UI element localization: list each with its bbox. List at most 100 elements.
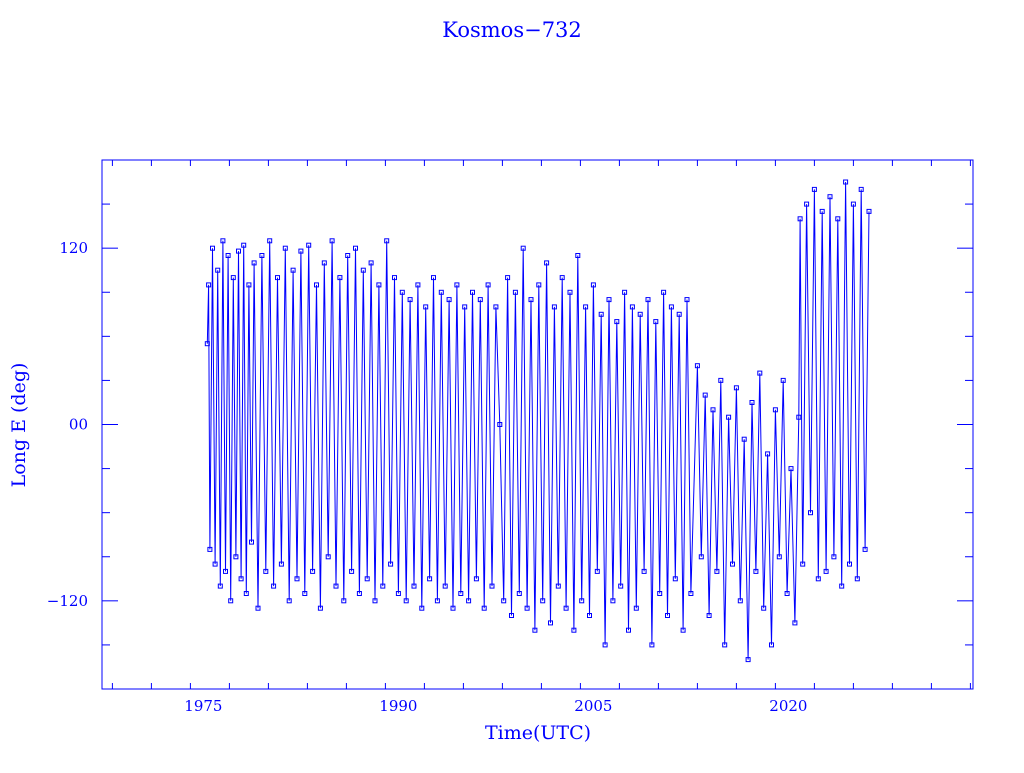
data-point: [251, 260, 257, 266]
data-point: [559, 275, 565, 281]
data-point: [532, 627, 538, 633]
data-point: [329, 238, 335, 244]
data-point: [684, 297, 690, 303]
data-point: [286, 598, 292, 604]
data-point: [862, 546, 868, 552]
data-point: [645, 297, 651, 303]
data-point: [835, 216, 841, 222]
data-point: [819, 208, 825, 214]
data-point: [769, 642, 774, 648]
data-point: [626, 627, 631, 633]
data-point: [815, 576, 821, 582]
data-point: [249, 539, 254, 545]
data-point: [477, 297, 483, 303]
data-point: [337, 275, 343, 281]
data-point: [622, 289, 628, 295]
data-point: [606, 297, 612, 303]
data-point: [843, 179, 849, 185]
data-point: [520, 245, 526, 251]
data-point: [702, 392, 708, 398]
data-point: [349, 568, 355, 574]
data-point: [741, 436, 747, 442]
data-point: [470, 289, 475, 295]
data-point: [259, 253, 265, 258]
data-point: [356, 591, 362, 596]
data-point: [792, 620, 798, 626]
x-axis-label: Time(UTC): [485, 722, 591, 744]
data-point: [372, 598, 378, 604]
data-point: [228, 598, 234, 604]
y-tick-label: −120: [47, 592, 88, 610]
data-point: [706, 613, 712, 618]
data-point: [230, 275, 236, 281]
data-point: [536, 282, 542, 288]
data-point: [718, 377, 724, 383]
data-point: [710, 407, 716, 413]
data-point: [212, 561, 218, 567]
data-point: [431, 275, 436, 281]
data-point: [772, 407, 778, 413]
data-point: [204, 341, 210, 347]
data-point: [306, 242, 312, 248]
x-tick-label: 2005: [574, 697, 612, 715]
y-axis: 120 00 −120: [47, 159, 973, 690]
data-point: [761, 605, 767, 611]
x-axis: 1975 1990 2005 2020: [111, 160, 971, 715]
data-point: [858, 186, 864, 192]
data-point: [788, 466, 794, 472]
data-point: [672, 576, 678, 582]
data-point: [217, 583, 223, 589]
data-point: [594, 568, 600, 574]
data-point: [823, 568, 829, 574]
data-point: [668, 304, 674, 310]
data-point: [368, 260, 374, 266]
data-point: [380, 583, 386, 589]
data-point: [317, 605, 323, 611]
x-tick-label: 2020: [769, 697, 807, 715]
data-point: [501, 598, 507, 604]
data-point: [551, 304, 557, 310]
data-point: [733, 385, 739, 391]
data-point: [290, 267, 296, 273]
data-point: [610, 598, 616, 604]
data-point: [376, 282, 382, 288]
data-point: [407, 297, 413, 303]
data-point: [808, 510, 813, 516]
data-point: [567, 289, 573, 295]
data-point: [618, 583, 624, 589]
data-point: [454, 282, 460, 288]
data-point: [753, 568, 759, 574]
data-point: [590, 282, 596, 288]
data-point: [509, 613, 514, 618]
data-point: [210, 245, 215, 251]
data-point: [512, 289, 518, 295]
data-point: [489, 583, 495, 589]
data-point: [267, 238, 273, 244]
data-point: [776, 554, 782, 560]
data-point: [784, 591, 790, 596]
data-point: [282, 245, 288, 251]
data-point: [737, 598, 743, 604]
data-point: [233, 554, 239, 560]
data-point: [271, 583, 277, 589]
data-point: [661, 289, 667, 295]
data-point: [780, 377, 786, 383]
data-point: [548, 620, 553, 626]
data-point: [649, 642, 655, 648]
data-point: [388, 561, 394, 567]
data-point: [314, 282, 319, 288]
data-point: [528, 297, 534, 303]
y-tick-label: 00: [69, 416, 88, 434]
data-point: [345, 253, 351, 258]
data-point: [629, 304, 635, 310]
data-point: [225, 253, 231, 258]
data-point: [614, 319, 620, 325]
data-point: [839, 583, 845, 589]
data-point: [411, 583, 417, 589]
x-tick-label: 1975: [184, 697, 222, 715]
data-point: [302, 591, 308, 596]
data-point: [694, 363, 700, 369]
data-point: [847, 561, 852, 567]
